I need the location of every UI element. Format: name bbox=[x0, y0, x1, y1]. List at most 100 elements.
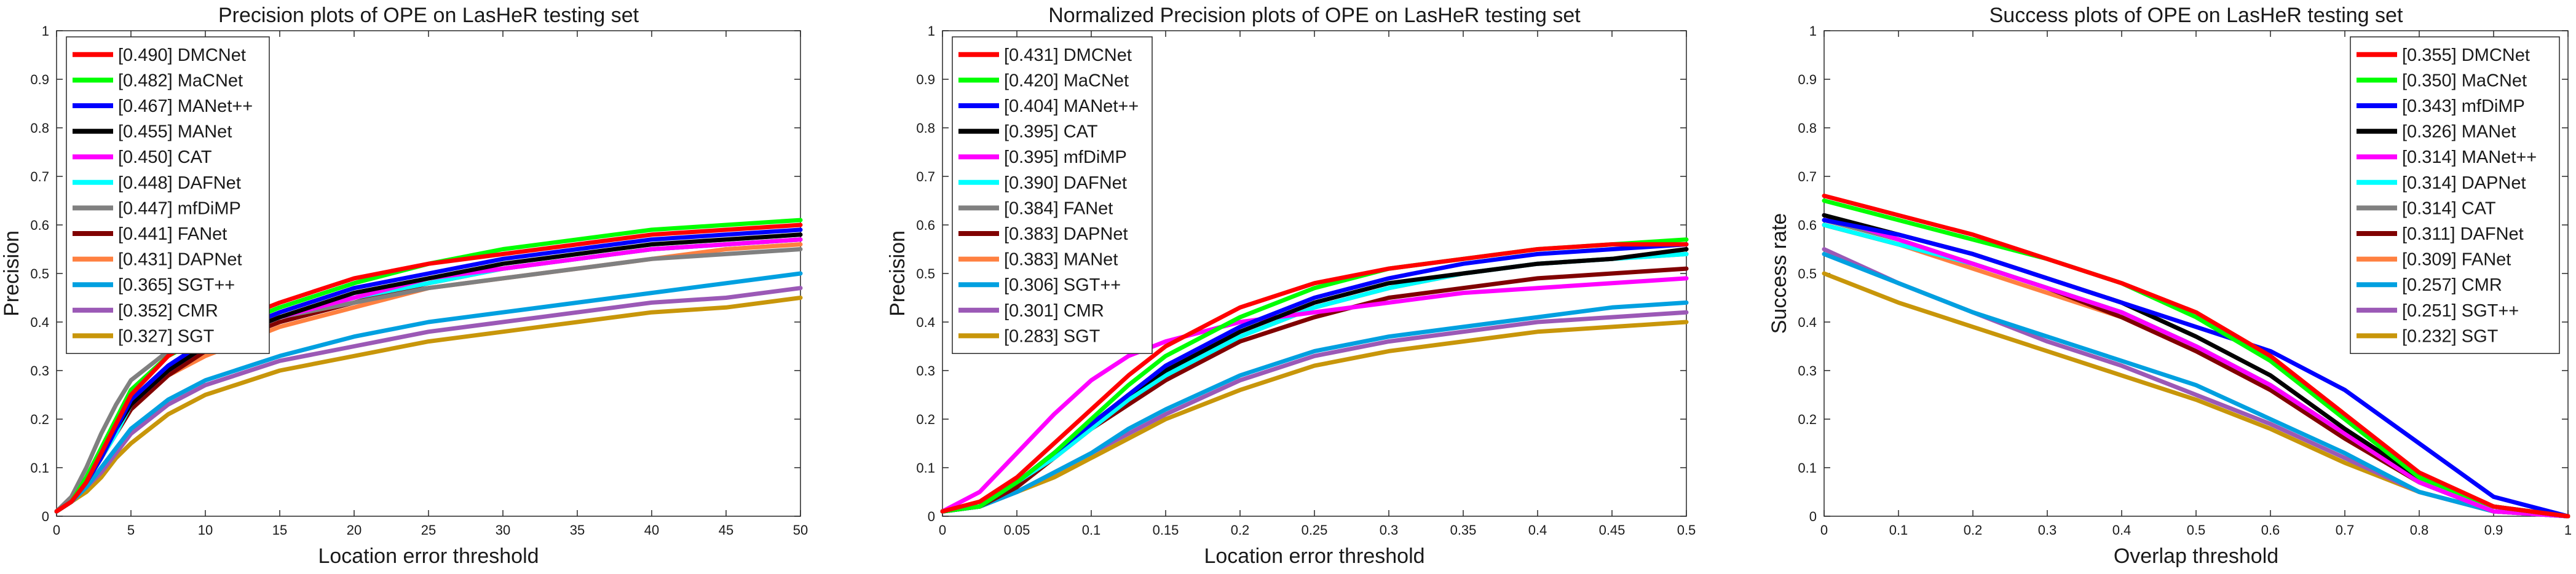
y-tick-label: 0.5 bbox=[916, 266, 935, 281]
x-tick-label: 0.4 bbox=[1528, 522, 1547, 538]
y-tick-label: 0.4 bbox=[30, 315, 49, 330]
y-axis-label: Success rate bbox=[1768, 213, 1791, 334]
legend-box bbox=[2350, 36, 2560, 354]
x-tick-label: 20 bbox=[347, 522, 362, 538]
legend: [0.490] DMCNet [0.482] MaCNet [0.467] MANe… bbox=[66, 36, 270, 354]
y-tick-label: 0 bbox=[928, 509, 935, 524]
series-line-10 bbox=[1822, 251, 2570, 519]
y-tick-label: 0.8 bbox=[1798, 120, 1817, 136]
legend-entry: [0.467] MANet++ bbox=[118, 96, 253, 116]
legend-entry: [0.314] MANet++ bbox=[2402, 147, 2537, 167]
legend-entry: [0.283] SGT bbox=[1004, 326, 1100, 346]
series-line-1 bbox=[940, 242, 1689, 514]
legend-entry: [0.420] MaCNet bbox=[1004, 71, 1129, 90]
chart-title: Success plots of OPE on LasHeR testing s… bbox=[1989, 4, 2403, 27]
legend-entry: [0.355] DMCNet bbox=[2402, 45, 2530, 65]
series-lines bbox=[940, 237, 1689, 514]
legend-entry: [0.431] DMCNet bbox=[1004, 45, 1132, 65]
y-tick-label: 0.6 bbox=[30, 218, 49, 233]
series-line-1 bbox=[1822, 194, 2570, 519]
chart-panel-3: Success plots of OPE on LasHeR testing s… bbox=[1768, 4, 2572, 568]
x-tick-label: 0 bbox=[1820, 522, 1828, 538]
series-lines bbox=[1822, 194, 2570, 519]
y-tick-label: 0.3 bbox=[1798, 363, 1817, 379]
x-tick-label: 45 bbox=[719, 522, 733, 538]
y-tick-label: 0.3 bbox=[30, 363, 49, 379]
legend-entry: [0.390] DAFNet bbox=[1004, 173, 1127, 193]
y-tick-label: 0.4 bbox=[916, 315, 935, 330]
legend-entry: [0.450] CAT bbox=[118, 147, 212, 167]
chart-title: Precision plots of OPE on LasHeR testing… bbox=[218, 4, 639, 27]
y-tick-label: 0 bbox=[1809, 509, 1817, 524]
x-tick-label: 0 bbox=[53, 522, 60, 538]
series-line-8 bbox=[940, 266, 1689, 514]
legend-entry: [0.395] mfDiMP bbox=[1004, 147, 1127, 167]
legend-entry: [0.232] SGT bbox=[2402, 326, 2499, 346]
y-tick-label: 0.1 bbox=[1798, 460, 1817, 476]
y-tick-label: 0.2 bbox=[30, 412, 49, 427]
series-line-10 bbox=[940, 300, 1689, 514]
x-tick-label: 0.2 bbox=[1231, 522, 1250, 538]
legend-entry: [0.327] SGT bbox=[118, 326, 215, 346]
legend-entry: [0.384] FANet bbox=[1004, 199, 1113, 218]
chart-panel-1: Precision plots of OPE on LasHeR testing… bbox=[0, 4, 808, 568]
series-line-5 bbox=[940, 276, 1689, 514]
y-axis-label: Precision bbox=[0, 230, 23, 316]
y-tick-label: 0.2 bbox=[1798, 412, 1817, 427]
y-tick-label: 0.6 bbox=[1798, 218, 1817, 233]
legend-entry: [0.383] MANet bbox=[1004, 250, 1118, 270]
y-tick-label: 1 bbox=[928, 23, 935, 39]
x-tick-label: 50 bbox=[793, 522, 808, 538]
legend-entry: [0.441] FANet bbox=[118, 224, 227, 244]
legend-entry: [0.314] CAT bbox=[2402, 199, 2496, 218]
legend-entry: [0.350] MaCNet bbox=[2402, 71, 2527, 90]
x-tick-label: 0.45 bbox=[1599, 522, 1626, 538]
legend-entry: [0.301] CMR bbox=[1004, 301, 1104, 321]
x-axis-label: Overlap threshold bbox=[2114, 545, 2278, 568]
y-tick-label: 1 bbox=[1809, 23, 1817, 39]
y-tick-label: 0.9 bbox=[30, 72, 49, 87]
legend-entry: [0.383] DAPNet bbox=[1004, 224, 1128, 244]
x-tick-label: 0.1 bbox=[1889, 522, 1908, 538]
legend-entry: [0.311] DAFNet bbox=[2402, 224, 2524, 244]
y-tick-label: 1 bbox=[42, 23, 49, 39]
legend-entry: [0.365] SGT++ bbox=[118, 275, 235, 295]
series-line-3 bbox=[1822, 218, 2570, 519]
series-line-10 bbox=[54, 271, 803, 514]
x-tick-label: 15 bbox=[272, 522, 287, 538]
y-tick-label: 0.4 bbox=[1798, 315, 1817, 330]
x-tick-label: 0.3 bbox=[2038, 522, 2057, 538]
legend-box bbox=[952, 36, 1153, 354]
y-tick-label: 0.6 bbox=[916, 218, 935, 233]
x-tick-label: 0.5 bbox=[1677, 522, 1696, 538]
y-tick-label: 0.9 bbox=[916, 72, 935, 87]
x-tick-label: 0.4 bbox=[2112, 522, 2132, 538]
legend-entry: [0.326] MANet bbox=[2402, 122, 2516, 142]
x-tick-label: 0.7 bbox=[2336, 522, 2355, 538]
y-tick-label: 0.1 bbox=[30, 460, 49, 476]
chart-title: Normalized Precision plots of OPE on Las… bbox=[1048, 4, 1581, 27]
x-tick-label: 0.9 bbox=[2484, 522, 2503, 538]
y-tick-label: 0.3 bbox=[916, 363, 935, 379]
legend-entry: [0.482] MaCNet bbox=[118, 71, 243, 90]
y-tick-label: 0.8 bbox=[916, 120, 935, 136]
series-line-5 bbox=[1822, 213, 2570, 519]
series-line-2 bbox=[1822, 199, 2570, 519]
y-axis-label: Precision bbox=[886, 230, 909, 316]
y-tick-label: 0.2 bbox=[916, 412, 935, 427]
y-tick-label: 0 bbox=[42, 509, 49, 524]
legend-entry: [0.490] DMCNet bbox=[118, 45, 246, 65]
x-tick-label: 0.25 bbox=[1302, 522, 1328, 538]
legend-entry: [0.306] SGT++ bbox=[1004, 275, 1121, 295]
x-tick-label: 0.3 bbox=[1380, 522, 1399, 538]
x-tick-label: 0.5 bbox=[2187, 522, 2206, 538]
y-tick-label: 0.7 bbox=[1798, 169, 1817, 184]
legend-entry: [0.251] SGT++ bbox=[2402, 301, 2519, 321]
legend-entry: [0.309] FANet bbox=[2402, 250, 2511, 270]
x-tick-label: 30 bbox=[496, 522, 510, 538]
x-tick-label: 0.1 bbox=[1082, 522, 1101, 538]
x-tick-label: 0.15 bbox=[1153, 522, 1179, 538]
legend-entry: [0.314] DAPNet bbox=[2402, 173, 2526, 193]
x-tick-label: 0.8 bbox=[2410, 522, 2429, 538]
